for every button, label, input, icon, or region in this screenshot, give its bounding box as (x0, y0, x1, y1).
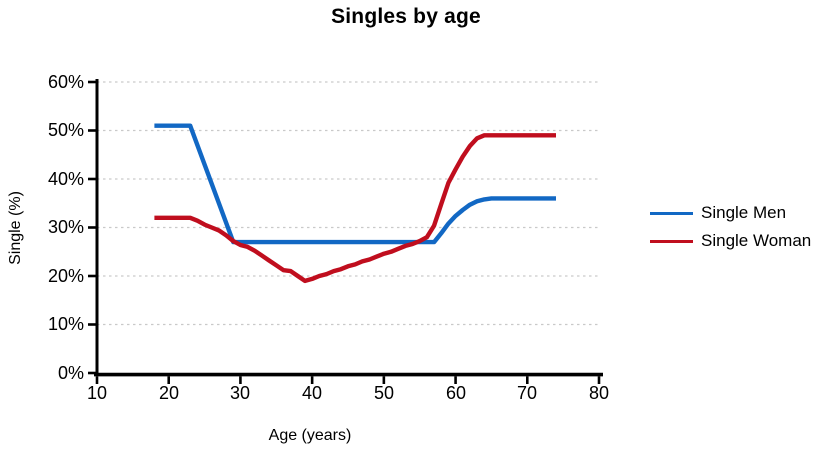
x-tick-label: 50 (373, 383, 395, 403)
y-tick-label: 20% (47, 266, 84, 286)
y-tick-label: 50% (47, 120, 84, 140)
series-line-single-men (154, 123, 556, 245)
legend-label-single-woman: Single Woman (701, 231, 812, 250)
x-tick-label: 30 (229, 383, 251, 403)
legend-label-single-men: Single Men (701, 203, 787, 222)
x-tick-label: 70 (516, 383, 538, 403)
legend-line-single-woman (650, 239, 693, 243)
y-tick-label: 10% (47, 314, 84, 334)
x-tick-label: 60 (445, 383, 467, 403)
series-line-single-woman (154, 133, 556, 284)
x-tick-label: 80 (588, 383, 610, 403)
legend-line-single-men (650, 211, 693, 215)
x-tick-label: 20 (158, 383, 180, 403)
legend: Single Men Single Woman (650, 199, 811, 255)
x-tick-label: 10 (86, 383, 108, 403)
chart-title: Singles by age (331, 5, 481, 28)
y-tick-label: 0% (57, 363, 84, 383)
y-tick-label: 60% (47, 72, 84, 92)
x-axis-title: Age (years) (268, 427, 352, 444)
y-tick-label: 30% (47, 217, 84, 237)
x-tick-label: 40 (301, 383, 323, 403)
y-axis-title: Single (%) (7, 191, 24, 265)
legend-item-single-woman: Single Woman (650, 227, 811, 255)
legend-item-single-men: Single Men (650, 199, 811, 227)
y-tick-label: 40% (47, 169, 84, 189)
